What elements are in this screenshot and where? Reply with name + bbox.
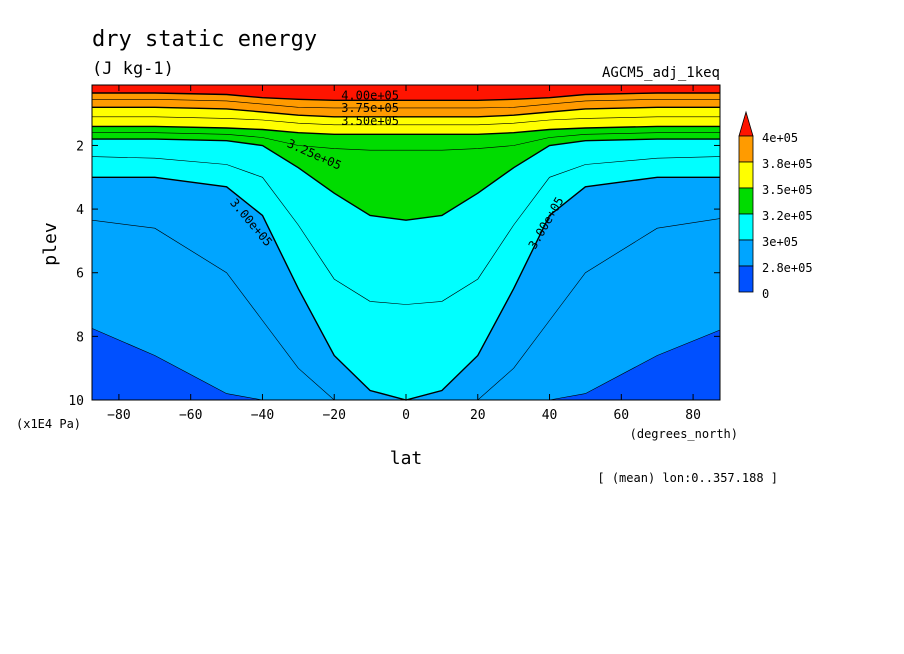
contour-label: 4.00e+05 <box>341 88 399 102</box>
colorbar-label: 3e+05 <box>762 235 798 249</box>
x-axis-units: (degrees_north) <box>630 427 738 441</box>
contour-lines <box>91 92 721 401</box>
contour-label: 3.50e+05 <box>341 114 399 128</box>
colorbar-swatch <box>738 135 754 163</box>
colorbar-label: 3.5e+05 <box>762 183 813 197</box>
y-tick-label: 4 <box>76 203 84 218</box>
y-tick-label: 8 <box>76 330 84 345</box>
contour-line-387500 <box>92 99 720 109</box>
experiment-label: AGCM5_adj_1keq <box>602 65 720 81</box>
x-tick-label: −80 <box>107 408 130 423</box>
contour-line-400000 <box>92 92 720 101</box>
contour-fills <box>92 85 720 400</box>
contour-line-362500 <box>92 116 720 126</box>
chart-units: (J kg-1) <box>92 59 174 79</box>
colorbar-label: 3.8e+05 <box>762 157 813 171</box>
colorbar-label: 0 <box>762 287 769 301</box>
x-tick-label: 80 <box>685 408 701 423</box>
chart-title: dry static energy <box>92 27 317 52</box>
contour-line-375000 <box>92 106 720 118</box>
x-tick-label: −60 <box>179 408 202 423</box>
y-tick-label: 2 <box>76 139 84 154</box>
colorbar-swatch <box>738 187 754 215</box>
y-tick-label: 6 <box>76 267 84 282</box>
colorbar-label: 3.2e+05 <box>762 209 813 223</box>
x-tick-label: −20 <box>322 408 345 423</box>
colorbar: 4e+05 3.8e+05 3.5e+05 3.2e+05 3e+05 2.8e+05 0 <box>738 110 813 301</box>
x-tick-label: 60 <box>613 408 629 423</box>
x-tick-label: 40 <box>542 408 558 423</box>
y-axis-units: (x1E4 Pa) <box>16 417 81 431</box>
footnote: [ (mean) lon:0..357.188 ] <box>597 471 778 485</box>
contour-line-337500 <box>92 132 720 151</box>
x-axis-label: lat <box>390 448 423 469</box>
contour-label: 3.75e+05 <box>341 101 399 115</box>
colorbar-label: 2.8e+05 <box>762 261 813 275</box>
contour-line-325000 <box>92 138 720 221</box>
colorbar-swatch <box>738 213 754 241</box>
colorbar-arrow <box>738 110 754 137</box>
x-axis-ticks: −80 −60 −40 −20 0 20 40 60 80 <box>107 85 701 423</box>
x-tick-label: −40 <box>251 408 274 423</box>
band-above-300000 <box>92 85 720 400</box>
contour-line-312500 <box>91 156 721 305</box>
colorbar-swatch <box>738 161 754 189</box>
colorbar-swatch <box>738 239 754 267</box>
y-axis-ticks: 2 4 6 8 10 <box>68 139 720 409</box>
y-axis-label: plev <box>40 222 61 265</box>
colorbar-swatch <box>738 265 754 293</box>
y-tick-label: 10 <box>68 394 84 409</box>
contour-line-350000 <box>92 125 720 135</box>
colorbar-label: 4e+05 <box>762 131 798 145</box>
x-tick-label: 20 <box>470 408 486 423</box>
x-tick-label: 0 <box>402 408 410 423</box>
